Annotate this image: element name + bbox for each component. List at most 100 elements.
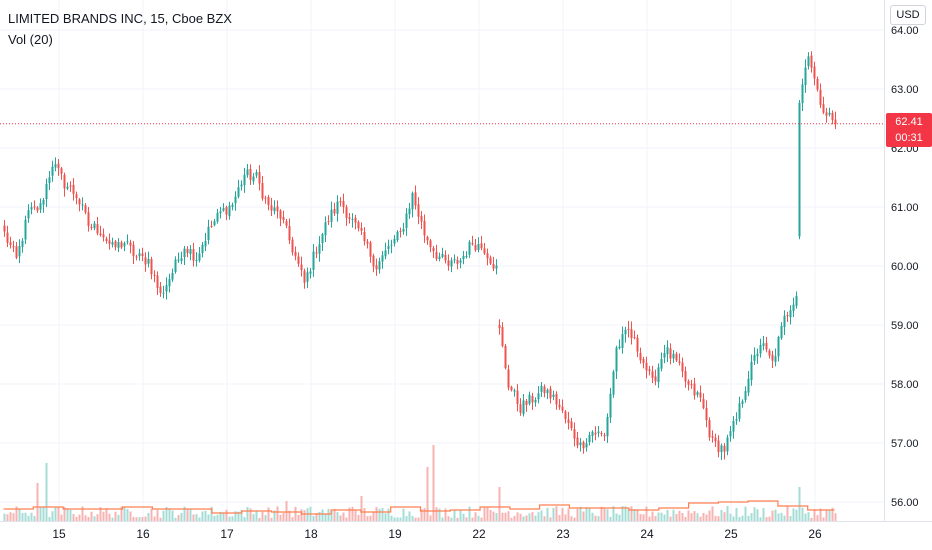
candlesticks (3, 51, 837, 460)
candle-body (306, 272, 309, 282)
volume-bar (510, 517, 513, 521)
candle-body (450, 260, 453, 267)
volume-bar (81, 506, 84, 521)
candle-body (786, 314, 789, 317)
volume-bar (264, 515, 267, 521)
candle-body (714, 437, 717, 442)
volume-bar (471, 517, 474, 521)
volume-bar (108, 513, 111, 521)
candle-body (753, 355, 756, 361)
volume-bar (693, 511, 696, 521)
candle-body (102, 234, 105, 238)
volume-bar (504, 512, 507, 521)
volume-bar (474, 512, 477, 521)
candle-body (777, 336, 780, 357)
volume-bar (633, 509, 636, 521)
candle-body (426, 236, 429, 241)
candle-body (270, 205, 273, 211)
candle-body (684, 371, 687, 382)
volume-bar (717, 516, 720, 521)
volume-moving-average-line (3, 500, 835, 515)
volume-bar (372, 511, 375, 521)
candle-body (807, 56, 810, 67)
candle-body (453, 259, 456, 261)
volume-bar (456, 517, 459, 521)
volume-bar (78, 514, 81, 521)
volume-bar (231, 516, 234, 521)
volume-bar (294, 506, 297, 521)
candle-body (21, 240, 24, 247)
volume-bar (189, 508, 192, 521)
candle-body (318, 244, 321, 254)
candle-body (498, 325, 501, 329)
volume-bar (747, 515, 750, 521)
volume-bar (120, 506, 123, 521)
volume-bar (414, 517, 417, 521)
volume-bar (642, 514, 645, 521)
volume-indicator-label[interactable]: Vol (20) (8, 32, 53, 47)
candle-body (129, 242, 132, 246)
volume-bar (522, 516, 525, 521)
candle-body (237, 187, 240, 197)
volume-bar (735, 507, 738, 521)
volume-bar (18, 508, 21, 521)
volume-bar (258, 517, 261, 521)
currency-button[interactable]: USD (890, 5, 926, 25)
candle-body (492, 263, 495, 269)
price-tick-label: 57.00 (891, 438, 919, 450)
price-axis[interactable]: 64.0063.0062.0061.0060.0059.0058.0057.00… (884, 0, 919, 521)
volume-bar (549, 517, 552, 521)
candle-body (315, 252, 318, 254)
volume-bar (387, 508, 390, 521)
candle-body (576, 437, 579, 446)
volume-bar (216, 514, 219, 521)
volume-bar (357, 514, 360, 521)
candle-body (303, 270, 306, 283)
volume-bar (447, 516, 450, 521)
candle-body (225, 207, 228, 215)
candle-body (585, 443, 588, 448)
volume-bar (831, 507, 834, 521)
time-tick-label: 17 (220, 527, 234, 541)
candle-body (330, 209, 333, 222)
volume-bar (468, 506, 471, 521)
bar-countdown: 00:31 (895, 132, 923, 144)
volume-bar (222, 512, 225, 521)
candle-body (657, 367, 660, 383)
candle-body (174, 259, 177, 272)
volume-bar (312, 515, 315, 521)
candle-body (204, 240, 207, 247)
volume-bar (495, 513, 498, 521)
time-axis[interactable]: 15 16 17 18 19 22 23 24 25 26 (0, 521, 932, 542)
candle-body (66, 186, 69, 189)
volume-bar (54, 507, 57, 521)
candle-body (327, 221, 330, 223)
candle-body (486, 253, 489, 259)
candle-body (798, 102, 801, 237)
candle-body (141, 253, 144, 257)
volume-bar (27, 515, 30, 521)
candle-body (123, 243, 126, 247)
time-tick-label: 25 (724, 527, 738, 541)
candle-body (543, 386, 546, 394)
volume-bar (552, 507, 555, 521)
candle-body (513, 390, 516, 392)
candle-body (795, 295, 798, 306)
candle-body (603, 434, 606, 437)
volume-bar (150, 508, 153, 521)
volume-bar (603, 507, 606, 521)
time-tick-label: 22 (472, 527, 486, 541)
symbol-title[interactable]: LIMITED BRANDS INC, 15, Cboe BZX (8, 11, 232, 26)
volume-bar (483, 506, 486, 521)
candle-body (573, 429, 576, 439)
candle-body (444, 254, 447, 261)
candle-body (207, 226, 210, 241)
candle-body (258, 172, 261, 184)
volume-bar (480, 517, 483, 521)
volume-bar (564, 514, 567, 521)
volume-bar (237, 511, 240, 521)
volume-bar (375, 507, 378, 521)
volume-bar (615, 513, 618, 521)
volume-bar (669, 516, 672, 521)
